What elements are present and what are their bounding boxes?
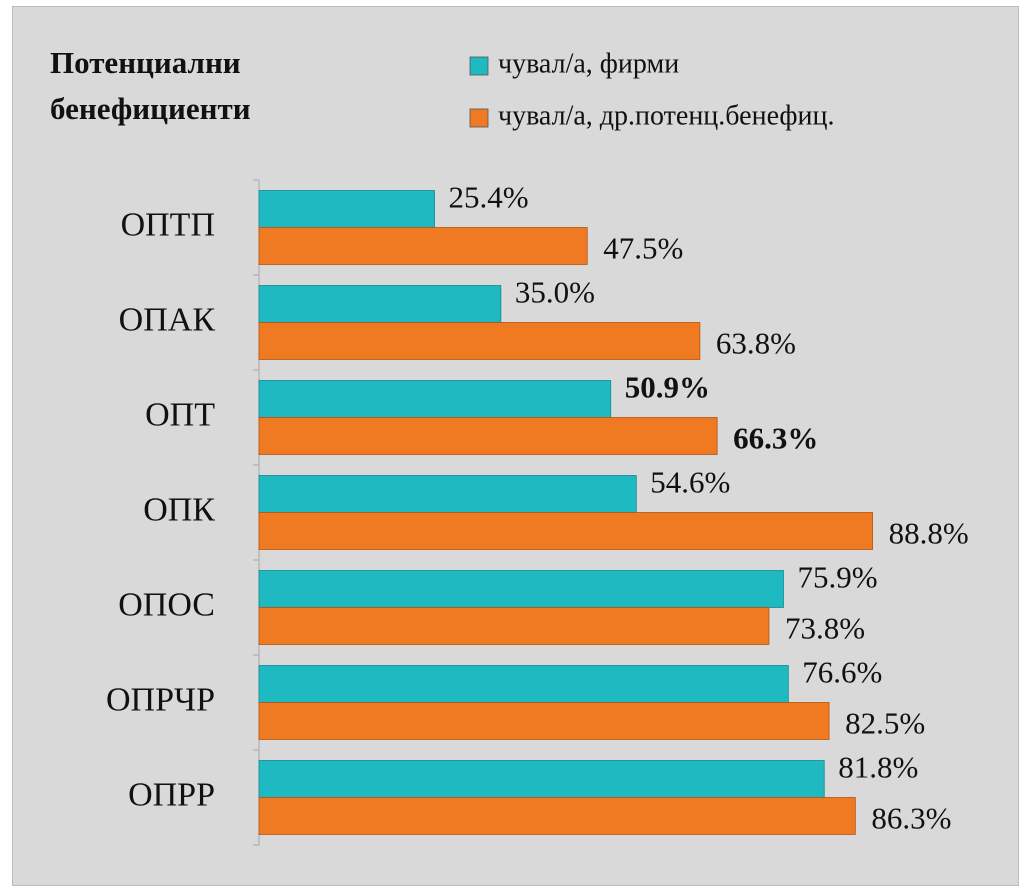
value-label: 73.8%	[785, 611, 865, 646]
chart-title: Потенциални бенефициенти	[50, 45, 251, 126]
bar	[258, 797, 856, 835]
bar	[258, 607, 770, 645]
value-label: 88.8%	[889, 516, 969, 551]
value-label: 86.3%	[871, 801, 951, 836]
value-label: 66.3%	[733, 421, 818, 456]
bar	[258, 380, 612, 418]
category-label: ОПТП	[121, 206, 215, 243]
value-label: 75.9%	[797, 560, 877, 595]
bar	[258, 702, 830, 740]
value-label: 76.6%	[802, 655, 882, 690]
bar	[258, 475, 637, 513]
category-label: ОПОС	[118, 586, 215, 623]
value-label: 63.8%	[716, 326, 796, 361]
category-label: ОПРЧР	[106, 681, 215, 718]
value-label: 25.4%	[449, 180, 529, 215]
legend-label: чувал/а, др.потенц.бенефиц.	[498, 100, 834, 131]
value-label: 82.5%	[845, 706, 925, 741]
bar	[258, 512, 874, 550]
category-label: ОПК	[143, 491, 215, 528]
legend-swatch	[469, 56, 489, 76]
value-label: 54.6%	[650, 465, 730, 500]
bar	[258, 227, 588, 265]
value-label: 47.5%	[603, 231, 683, 266]
legend-label: чувал/а, фирми	[498, 48, 679, 79]
value-label: 81.8%	[838, 750, 918, 785]
bar	[258, 760, 825, 798]
category-label: ОПАК	[119, 301, 216, 338]
bar	[258, 285, 502, 323]
bar	[258, 190, 435, 228]
value-label: 50.9%	[625, 370, 710, 405]
bar	[258, 570, 784, 608]
legend-swatch	[469, 108, 489, 128]
category-label: ОПРР	[128, 776, 215, 813]
value-label: 35.0%	[515, 275, 595, 310]
bar	[258, 322, 701, 360]
bar	[258, 665, 789, 703]
bar	[258, 417, 718, 455]
category-label: ОПТ	[145, 396, 215, 433]
